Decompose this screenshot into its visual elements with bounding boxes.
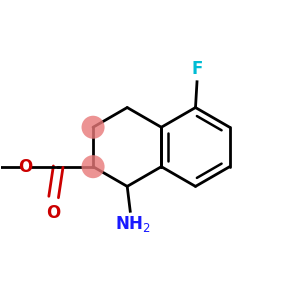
Circle shape [82, 116, 105, 139]
Text: F: F [191, 60, 203, 78]
Text: O: O [46, 204, 61, 222]
Text: O: O [18, 158, 32, 176]
Text: NH$_2$: NH$_2$ [116, 214, 151, 234]
Circle shape [82, 155, 105, 178]
